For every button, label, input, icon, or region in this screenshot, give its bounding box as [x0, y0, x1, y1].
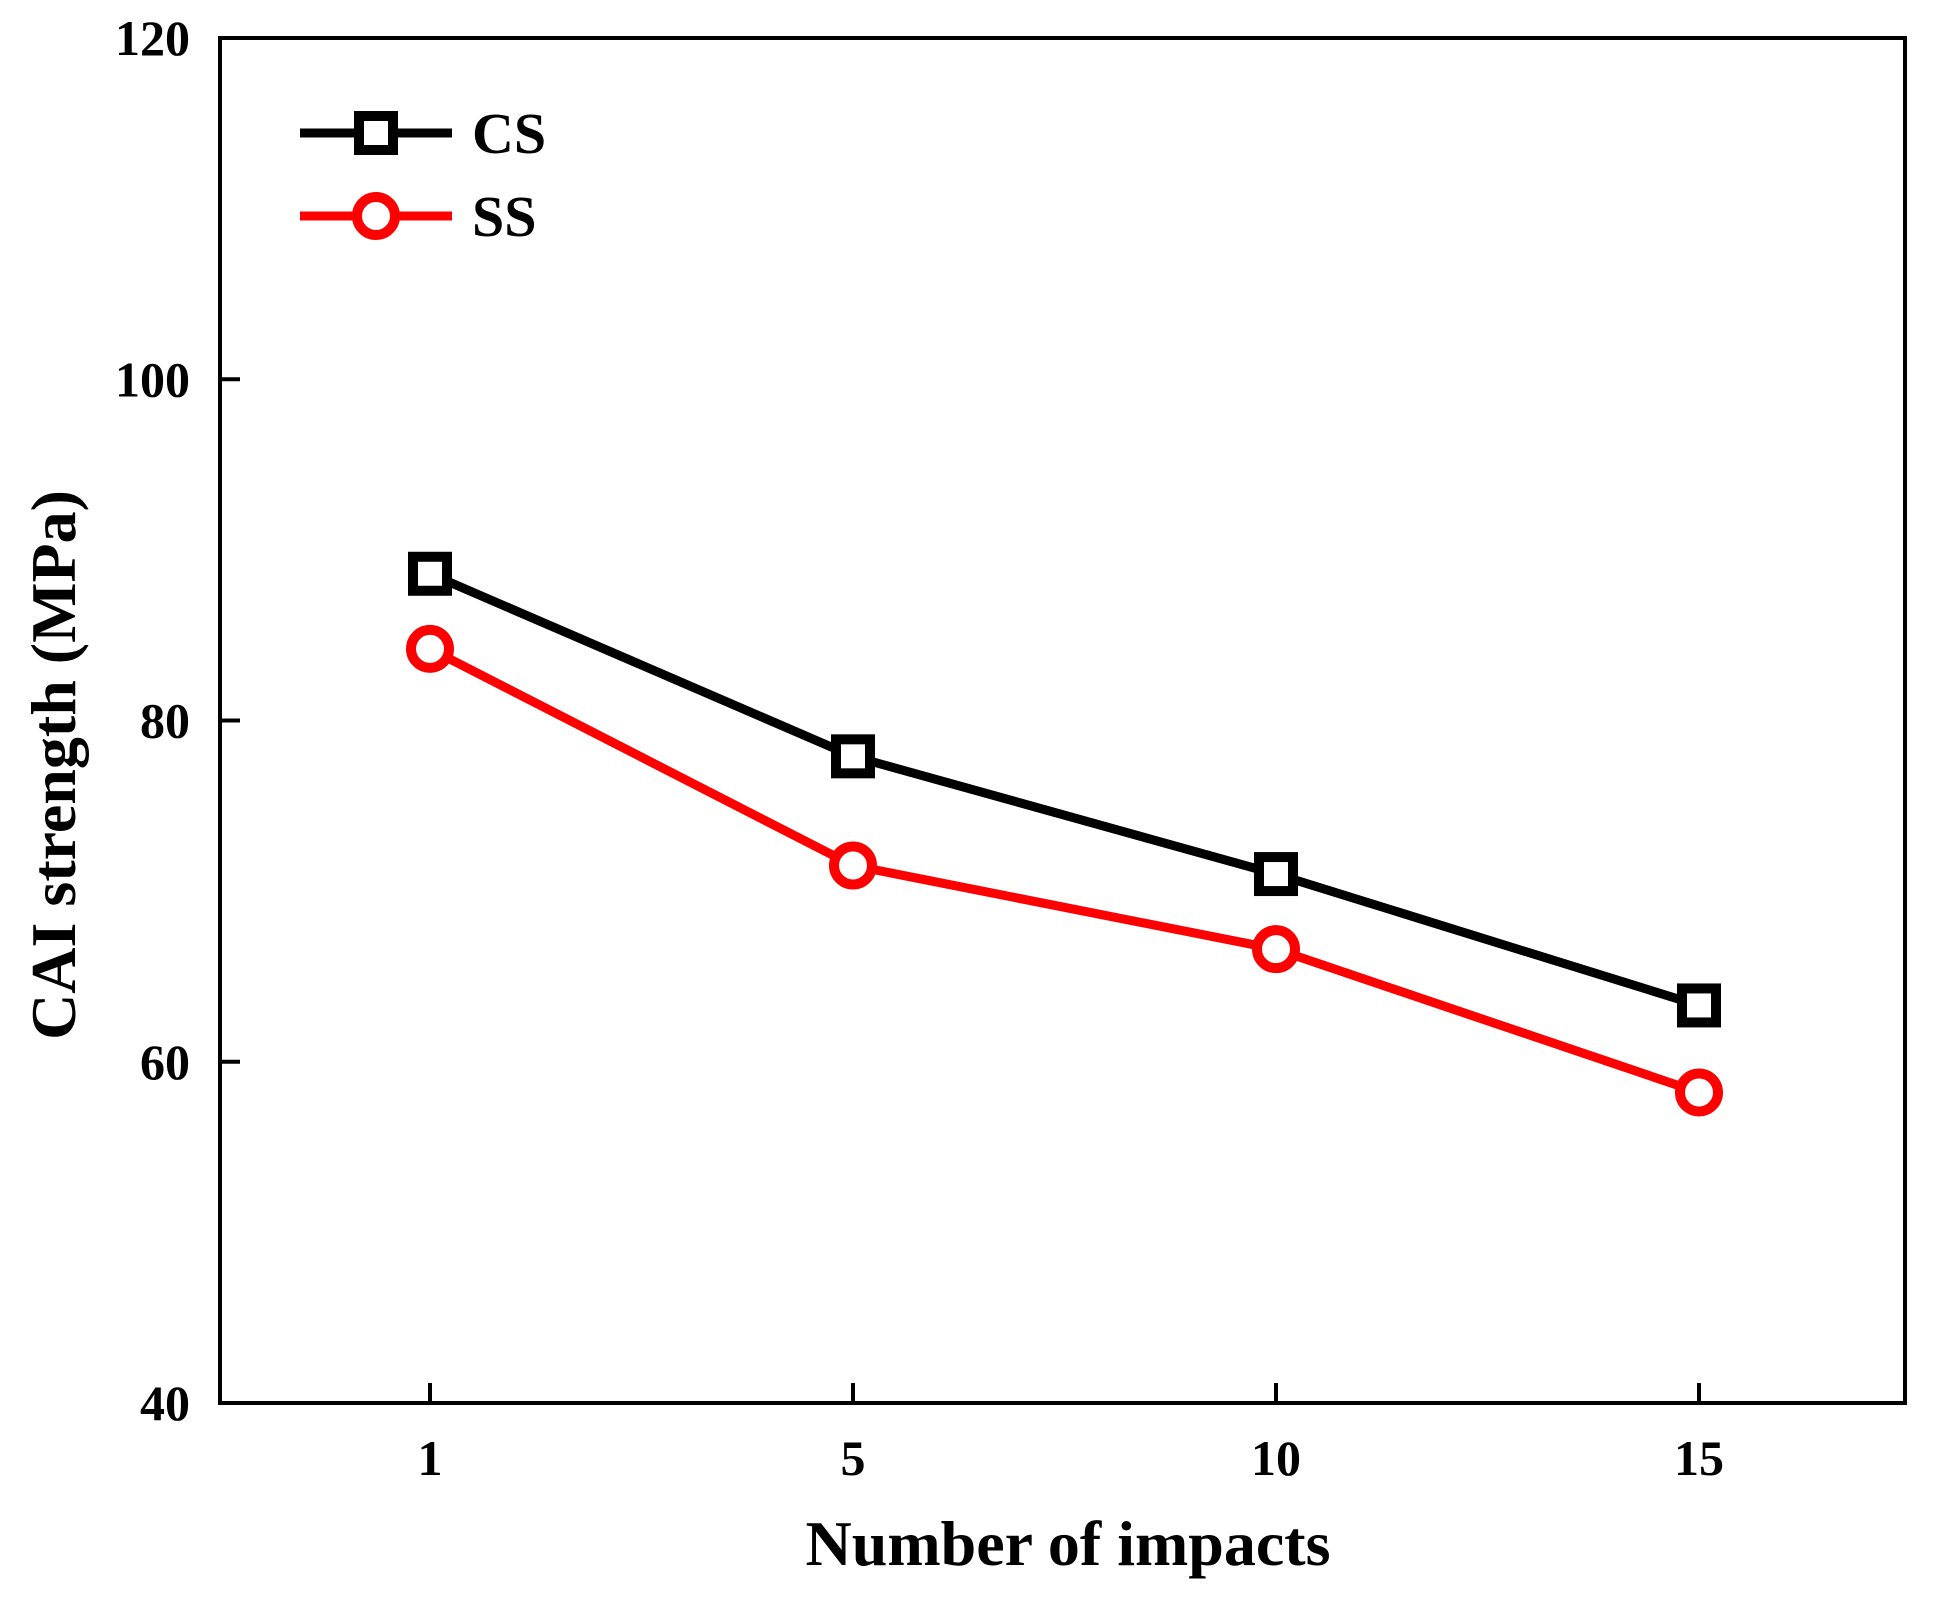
- series-line-cs: [428, 569, 1701, 1010]
- y-axis-title: CAI strength (MPa): [18, 490, 89, 1040]
- series-cs: [408, 551, 1721, 1028]
- y-tick-label: 100: [115, 351, 190, 407]
- y-tick-label: 120: [115, 10, 190, 66]
- data-point-ss: [1252, 925, 1300, 974]
- x-axis: 1 5 10 15: [418, 1383, 1724, 1486]
- legend-marker-ss: [352, 192, 400, 240]
- data-point-cs: [831, 734, 875, 779]
- series-line-ss: [427, 644, 1701, 1097]
- data-point-ss: [829, 841, 877, 890]
- legend-label-ss: SS: [472, 184, 537, 249]
- x-axis-title: Number of impacts: [806, 1508, 1331, 1579]
- legend-marker-cs: [354, 111, 398, 155]
- series-layer: [406, 551, 1723, 1117]
- data-point-ss: [1675, 1068, 1723, 1117]
- x-tick-label: 1: [418, 1430, 443, 1486]
- x-tick-label: 15: [1674, 1430, 1724, 1486]
- legend-item-ss: SS: [300, 184, 537, 249]
- y-tick-label: 40: [140, 1375, 190, 1431]
- legend-item-cs: CS: [300, 101, 546, 166]
- legend: CS SS: [300, 101, 546, 249]
- series-ss: [406, 624, 1723, 1117]
- y-axis: 40 60 80 100 120: [115, 10, 240, 1431]
- y-tick-label: 80: [140, 693, 190, 749]
- data-point-cs: [1254, 852, 1298, 897]
- x-tick-label: 5: [841, 1430, 866, 1486]
- y-tick-label: 60: [140, 1034, 190, 1090]
- data-point-ss: [406, 624, 454, 673]
- data-point-cs: [1677, 983, 1721, 1028]
- legend-label-cs: CS: [472, 101, 546, 166]
- data-point-cs: [408, 551, 452, 596]
- x-tick-label: 10: [1251, 1430, 1301, 1486]
